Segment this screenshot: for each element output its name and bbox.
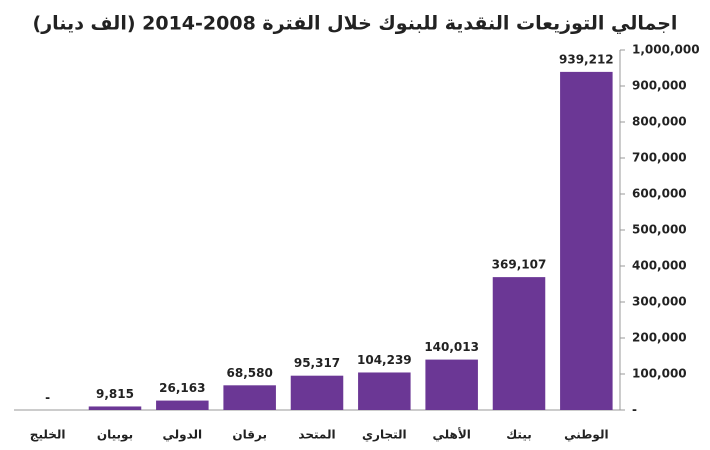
data-label: - [45, 391, 50, 405]
bar [425, 359, 478, 410]
chart-title: اجمالي التوزيعات النقدية للبنوك خلال الف… [33, 13, 678, 35]
y-tick-label: 500,000 [632, 223, 687, 237]
data-label: 939,212 [559, 52, 614, 66]
data-label: 26,163 [159, 381, 205, 395]
y-tick-label: 900,000 [632, 79, 687, 93]
data-label: 68,580 [227, 366, 273, 380]
y-tick-label: 400,000 [632, 259, 687, 273]
x-tick-label: التجاري [362, 428, 407, 442]
bar [88, 406, 142, 410]
y-tick-label: 600,000 [632, 187, 687, 201]
x-tick-label: الوطني [564, 428, 608, 443]
data-label: 9,815 [96, 387, 134, 401]
x-tick-label: الأهلي [432, 427, 470, 442]
bar [358, 372, 411, 410]
data-label: 140,013 [424, 340, 479, 354]
bar [560, 71, 613, 411]
y-tick-label: - [632, 403, 637, 417]
x-tick-label: بيتك [506, 428, 531, 442]
bar [492, 277, 546, 410]
x-tick-label: برقان [232, 428, 267, 442]
x-tick-label: الخليج [30, 428, 66, 442]
bar [223, 385, 276, 410]
y-tick-label: 100,000 [632, 367, 687, 381]
y-tick-label: 200,000 [632, 331, 687, 345]
bar [156, 400, 209, 410]
bar [290, 375, 344, 410]
x-tick-label: الدولي [163, 428, 203, 443]
data-label: 104,239 [357, 353, 412, 367]
data-label: 369,107 [492, 258, 547, 272]
y-tick-label: 1,000,000 [632, 43, 700, 57]
y-tick-label: 300,000 [632, 295, 687, 309]
data-label: 95,317 [294, 356, 340, 370]
x-tick-label: بوبيان [97, 428, 133, 443]
y-tick-label: 800,000 [632, 115, 687, 129]
x-tick-label: المتحد [298, 428, 335, 442]
y-tick-label: 700,000 [632, 151, 687, 165]
